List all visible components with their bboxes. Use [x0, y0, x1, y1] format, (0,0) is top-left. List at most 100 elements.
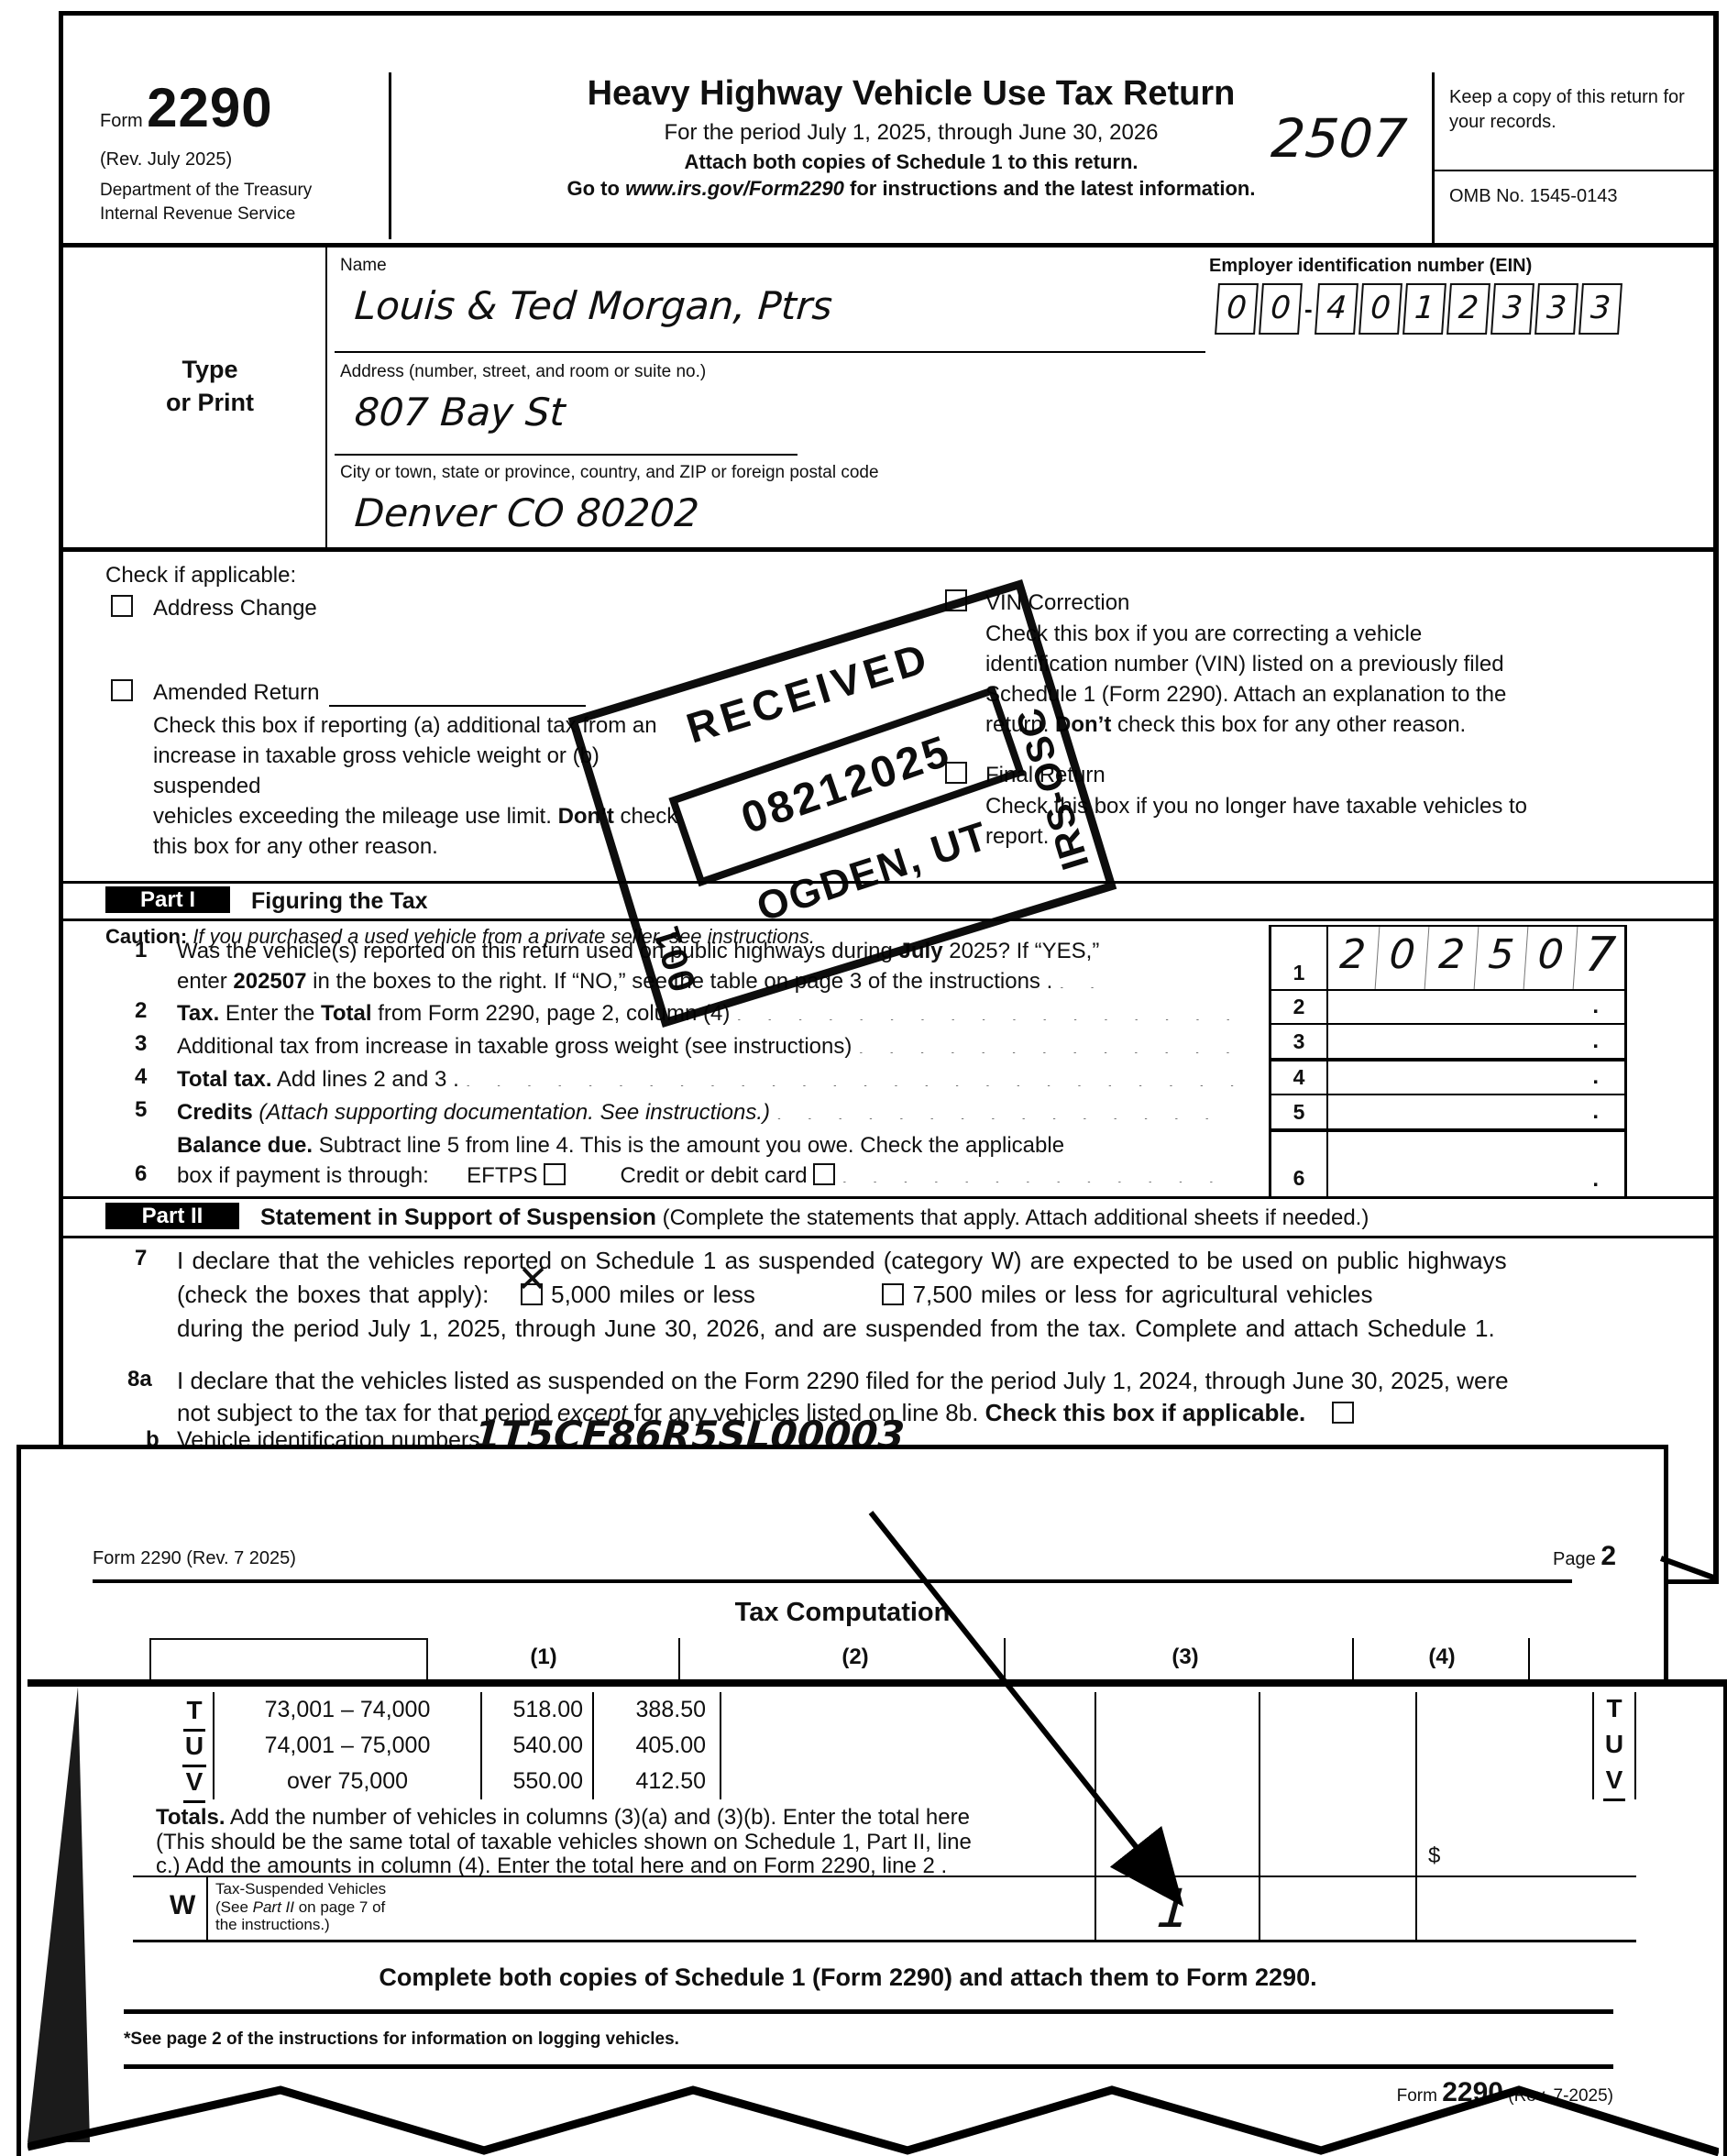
- form-title: Heavy Highway Vehicle Use Tax Return: [587, 74, 1236, 113]
- logging-tax-amount: 412.50: [635, 1768, 706, 1794]
- answer-row-number: 6: [1271, 1132, 1328, 1196]
- answer-row-3: 3 .: [1271, 1025, 1624, 1062]
- city-field[interactable]: Denver CO 80202: [353, 490, 701, 535]
- period-digit: 2: [1424, 927, 1480, 989]
- line7-text: I declare that the vehicles reported on …: [177, 1247, 1507, 1342]
- page2-header-rule: [93, 1579, 1572, 1583]
- ein-dash: -: [1304, 294, 1313, 323]
- ein-digit[interactable]: 3: [1578, 283, 1622, 335]
- amended-return-underline: [329, 705, 586, 707]
- col3-label: (3): [1172, 1644, 1199, 1669]
- table-line: [1634, 1692, 1636, 1799]
- header-center: Heavy Highway Vehicle Use Tax Return For…: [398, 74, 1424, 201]
- ein-digit[interactable]: 0: [1259, 283, 1303, 335]
- amended-return-checkbox[interactable]: [111, 679, 133, 701]
- footer-rule-1: [124, 2009, 1613, 2014]
- miles-7500-checkbox[interactable]: [882, 1283, 905, 1305]
- col4-label: (4): [1428, 1644, 1456, 1669]
- line4-text: Total tax. Add lines 2 and 3 . . . . . .…: [177, 1067, 1253, 1092]
- weight-range: over 75,000: [286, 1768, 409, 1794]
- line6-answer-field[interactable]: .: [1592, 1167, 1599, 1192]
- ein-digit[interactable]: 3: [1534, 283, 1578, 335]
- name-underline: [335, 351, 1205, 353]
- complete-copies-note: Complete both copies of Schedule 1 (Form…: [379, 1964, 1317, 1991]
- w-suspended-vehicle-count[interactable]: 1: [1154, 1877, 1194, 1940]
- ein-digit[interactable]: 3: [1490, 283, 1534, 335]
- part1-label: Part I: [105, 886, 230, 913]
- ein-digit[interactable]: 1: [1402, 283, 1446, 335]
- w-row-description: Tax-Suspended Vehicles (See Part II on p…: [215, 1880, 387, 1933]
- name-field[interactable]: Louis & Ted Morgan, Ptrs: [353, 283, 834, 328]
- keep-copy-note: Keep a copy of this return for your reco…: [1449, 87, 1685, 132]
- line3-answer-field[interactable]: .: [1592, 1028, 1599, 1053]
- line1-answer-field[interactable]: 2 0 2 5 0 7: [1326, 927, 1624, 989]
- ein-digit[interactable]: 2: [1446, 283, 1490, 335]
- footer-rule-2: [124, 2064, 1613, 2069]
- ein-field[interactable]: 0 0 - 4 0 1 2 3 3 3: [1215, 283, 1622, 335]
- totals-separator: [133, 1876, 1636, 1877]
- line3-text: Additional tax from increase in taxable …: [177, 1034, 1243, 1059]
- credit-card-checkbox[interactable]: [813, 1163, 836, 1185]
- part1-answer-column: 1 2 0 2 5 0 7 2 . 3 . 4 .: [1269, 925, 1627, 1201]
- header-rule: [63, 243, 1713, 248]
- address-underline: [335, 454, 798, 456]
- category-letter: T: [174, 1692, 214, 1732]
- totals-dollar-sign: $: [1428, 1843, 1441, 1868]
- page3-card: T 73,001 – 74,000 518.00 388.50 U 74,001…: [28, 1679, 1727, 2156]
- header-divider-right: [1432, 72, 1435, 245]
- line5-answer-field[interactable]: .: [1592, 1099, 1599, 1124]
- table-line: [213, 1692, 214, 1799]
- period-digit: 5: [1474, 927, 1529, 989]
- category-header-box: [149, 1638, 428, 1682]
- category-letter-right: U: [1604, 1730, 1624, 1758]
- final-return-desc: Check this box if you no longer have tax…: [985, 794, 1528, 849]
- amended-return-label: Amended Return: [153, 680, 320, 705]
- table-line: [1415, 1692, 1417, 1940]
- header-right-divider: [1432, 170, 1713, 171]
- line1-number: 1: [135, 938, 148, 962]
- line2-answer-field[interactable]: .: [1592, 994, 1599, 1018]
- logging-tax-amount: 388.50: [635, 1697, 706, 1722]
- line8a-checkbox[interactable]: [1331, 1402, 1354, 1424]
- final-return-checkbox[interactable]: [945, 762, 967, 784]
- vin-correction-label: VIN Correction: [985, 590, 1130, 615]
- table-line: [206, 1876, 208, 1940]
- written-period-code[interactable]: 2507: [1269, 107, 1409, 170]
- totals-text: Totals. Add the number of vehicles in co…: [156, 1805, 972, 1878]
- period-digit: 2: [1326, 927, 1380, 989]
- name-block-divider: [325, 248, 327, 550]
- header-divider-left: [389, 72, 391, 239]
- form-number-block: Form 2290: [100, 76, 273, 139]
- part1-caution: Caution: If you purchased a used vehicle…: [105, 925, 815, 948]
- line6-text: Balance due. Subtract line 5 from line 4…: [177, 1133, 1226, 1188]
- vin-correction-desc: Check this box if you are correcting a v…: [985, 622, 1507, 737]
- eftps-checkbox[interactable]: [544, 1163, 566, 1185]
- vin-correction-checkbox[interactable]: [945, 589, 967, 611]
- treasury-dept: Department of the Treasury: [100, 181, 313, 200]
- part1-title: Figuring the Tax: [251, 888, 428, 914]
- answer-row-number: 2: [1271, 991, 1328, 1023]
- miles-5000-checkbox[interactable]: ✕: [515, 1259, 549, 1312]
- col-tick: [1528, 1638, 1530, 1682]
- answer-row-2: 2 .: [1271, 991, 1624, 1025]
- weight-range: 74,001 – 75,000: [264, 1732, 431, 1758]
- line7-number: 7: [135, 1246, 148, 1270]
- attach-line: Attach both copies of Schedule 1 to this…: [684, 150, 1138, 173]
- city-label: City or town, state or province, country…: [340, 463, 879, 482]
- ein-digit[interactable]: 4: [1314, 283, 1358, 335]
- line4-answer-field[interactable]: .: [1592, 1064, 1599, 1089]
- part2-title: Statement in Support of Suspension (Comp…: [260, 1204, 1370, 1230]
- omb-number: OMB No. 1545-0143: [1449, 186, 1618, 206]
- type-or-print-label: Type or Print: [165, 356, 254, 416]
- line5-number: 5: [135, 1097, 148, 1122]
- address-change-checkbox[interactable]: [111, 595, 133, 617]
- ein-digit[interactable]: 0: [1358, 283, 1402, 335]
- address-field[interactable]: 807 Bay St: [353, 390, 567, 434]
- w-category-letter: W: [170, 1890, 196, 1920]
- irs-url: www.irs.gov/Form2290: [625, 177, 844, 200]
- tax-computation-title: Tax Computation: [734, 1598, 951, 1627]
- line2-number: 2: [135, 998, 148, 1023]
- ein-digit[interactable]: 0: [1215, 283, 1259, 335]
- line6-number: 6: [135, 1161, 148, 1186]
